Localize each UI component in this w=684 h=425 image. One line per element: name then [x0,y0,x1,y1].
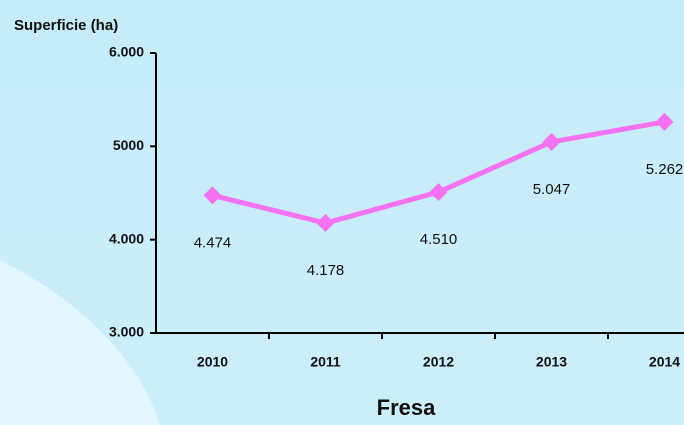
x-tick-label: 2014 [649,354,680,370]
y-tick-label: 3.000 [109,324,144,340]
x-tick-label: 2012 [423,354,454,370]
value-label: 4.474 [194,234,232,251]
x-tick-label: 2013 [536,354,567,370]
value-label: 4.178 [307,262,345,279]
point [655,112,674,131]
y-axis-label: Superficie (ha) [14,17,118,34]
x-tick-label: 2011 [310,354,341,370]
x-tick-label: 2010 [197,354,228,370]
value-label: 5.047 [533,181,571,198]
value-label: 4.510 [420,231,458,248]
y-tick-label: 6.000 [109,44,144,60]
point [316,214,335,233]
point [429,183,448,202]
y-tick-label: 4.000 [109,230,144,246]
y-tick-label: 5000 [113,137,144,153]
point [542,132,561,151]
chart-title: Fresa [377,395,436,420]
swoosh [0,260,160,425]
value-label: 5.262 [646,161,684,178]
point [203,186,222,205]
